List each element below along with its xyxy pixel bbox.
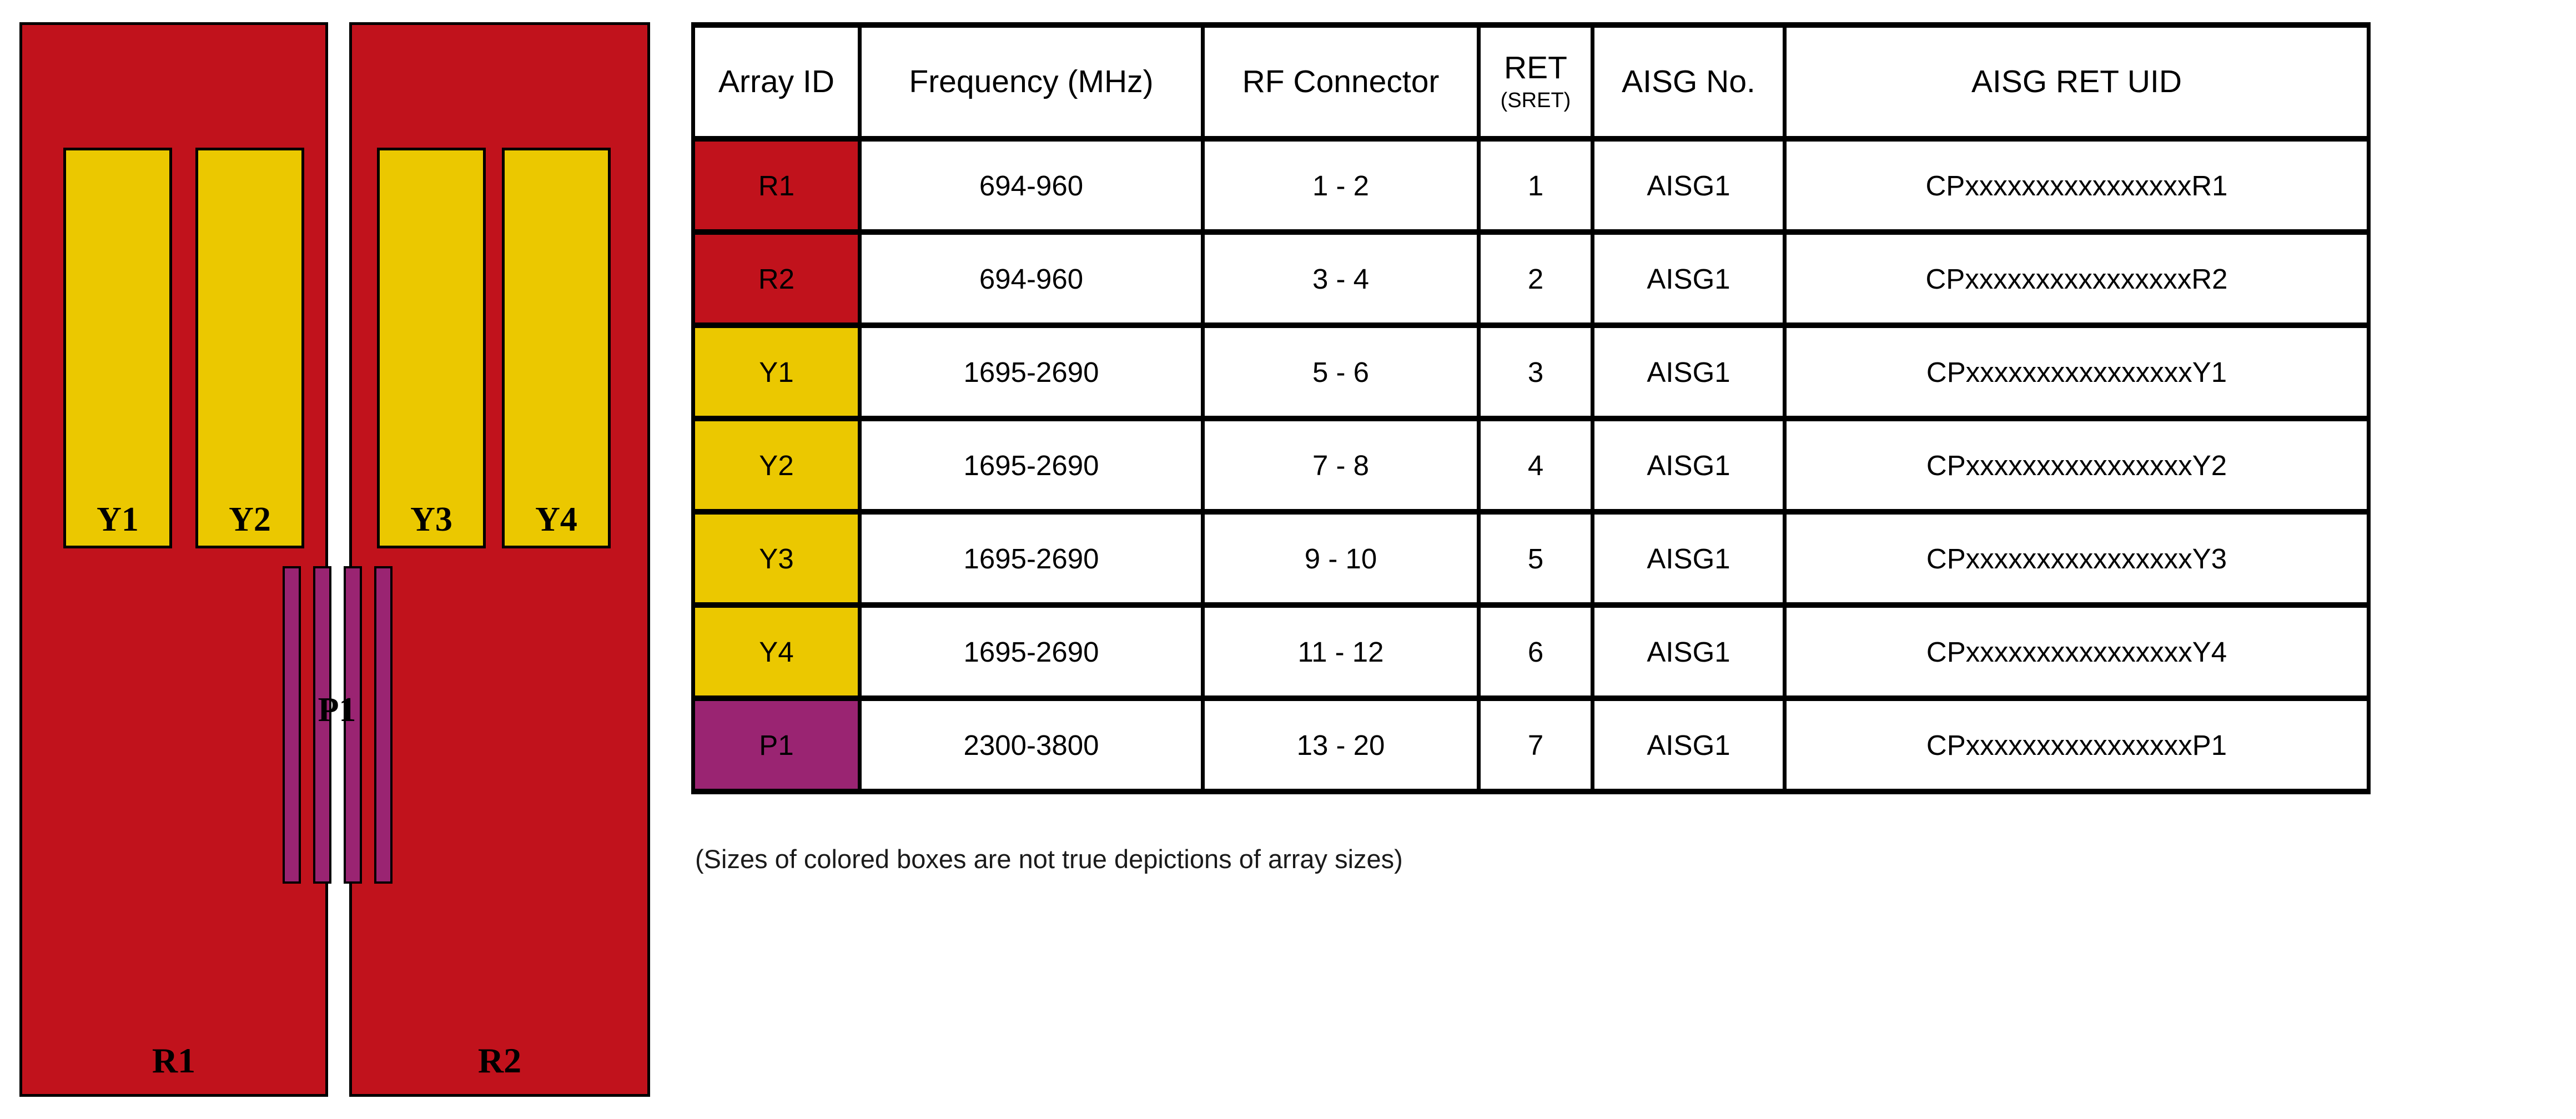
frequency-cell: 1695-2690 [858, 509, 1205, 608]
ret-cell: 1 [1477, 136, 1594, 235]
aisg-ret-uid-cell: CPxxxxxxxxxxxxxxxxY3 [1783, 509, 2371, 608]
p1-array-strip [344, 566, 362, 884]
col-header-aisg-no: AISG No. [1591, 22, 1787, 142]
array-box-y4: Y4 [502, 148, 611, 548]
aisg-no-cell: AISG1 [1591, 602, 1787, 701]
rf-connector-cell: 1 - 2 [1201, 136, 1481, 235]
frequency-cell: 1695-2690 [858, 602, 1205, 701]
aisg-ret-uid-cell: CPxxxxxxxxxxxxxxxxR1 [1783, 136, 2371, 235]
array-label-y4: Y4 [535, 501, 577, 538]
panel-label-r2: R2 [477, 1041, 522, 1080]
aisg-no-cell: AISG1 [1591, 695, 1787, 794]
array-box-y1: Y1 [63, 148, 172, 548]
rf-connector-cell: 3 - 4 [1201, 229, 1481, 328]
aisg-no-cell: AISG1 [1591, 322, 1787, 421]
ret-header-main: RET [1504, 49, 1567, 85]
ret-spec-table: Array ID Frequency (MHz) RF Connector RE… [691, 22, 2371, 794]
ret-cell: 6 [1477, 602, 1594, 701]
rf-connector-cell: 7 - 8 [1201, 416, 1481, 515]
array-id-cell: Y2 [691, 416, 862, 515]
col-header-ret: RET (SRET) [1477, 22, 1594, 142]
size-disclaimer-note: (Sizes of colored boxes are not true dep… [695, 844, 1403, 874]
col-header-rf-connector: RF Connector [1201, 22, 1481, 142]
frequency-cell: 2300-3800 [858, 695, 1205, 794]
frequency-cell: 694-960 [858, 136, 1205, 235]
table-row: Y4 1695-2690 11 - 12 6 AISG1 CPxxxxxxxxx… [691, 602, 2371, 701]
table-row: Y1 1695-2690 5 - 6 3 AISG1 CPxxxxxxxxxxx… [691, 322, 2371, 421]
aisg-no-cell: AISG1 [1591, 136, 1787, 235]
table-row: R2 694-960 3 - 4 2 AISG1 CPxxxxxxxxxxxxx… [691, 229, 2371, 328]
array-label-y2: Y2 [229, 501, 271, 538]
ret-cell: 3 [1477, 322, 1594, 421]
ret-cell: 5 [1477, 509, 1594, 608]
ret-cell: 7 [1477, 695, 1594, 794]
table-row: P1 2300-3800 13 - 20 7 AISG1 CPxxxxxxxxx… [691, 695, 2371, 794]
p1-array-strip [374, 566, 393, 884]
array-box-y3: Y3 [377, 148, 486, 548]
aisg-ret-uid-cell: CPxxxxxxxxxxxxxxxxY2 [1783, 416, 2371, 515]
ret-cell: 4 [1477, 416, 1594, 515]
array-id-cell: Y4 [691, 602, 862, 701]
header-row: Array ID Frequency (MHz) RF Connector RE… [691, 22, 2371, 142]
rf-connector-cell: 5 - 6 [1201, 322, 1481, 421]
aisg-ret-uid-cell: CPxxxxxxxxxxxxxxxxP1 [1783, 695, 2371, 794]
ret-cell: 2 [1477, 229, 1594, 328]
array-id-cell: P1 [691, 695, 862, 794]
table-row: Y3 1695-2690 9 - 10 5 AISG1 CPxxxxxxxxxx… [691, 509, 2371, 608]
array-id-cell: R2 [691, 229, 862, 328]
aisg-ret-uid-cell: CPxxxxxxxxxxxxxxxxY1 [1783, 322, 2371, 421]
aisg-no-cell: AISG1 [1591, 229, 1787, 328]
array-box-y2: Y2 [195, 148, 304, 548]
table-row: Y2 1695-2690 7 - 8 4 AISG1 CPxxxxxxxxxxx… [691, 416, 2371, 515]
aisg-ret-uid-cell: CPxxxxxxxxxxxxxxxxR2 [1783, 229, 2371, 328]
array-label-y3: Y3 [410, 501, 452, 538]
rf-connector-cell: 9 - 10 [1201, 509, 1481, 608]
frequency-cell: 1695-2690 [858, 416, 1205, 515]
rf-connector-cell: 11 - 12 [1201, 602, 1481, 701]
frequency-cell: 1695-2690 [858, 322, 1205, 421]
array-id-cell: R1 [691, 136, 862, 235]
aisg-ret-uid-cell: CPxxxxxxxxxxxxxxxxY4 [1783, 602, 2371, 701]
panel-label-r1: R1 [152, 1041, 196, 1080]
col-header-array-id: Array ID [691, 22, 862, 142]
frequency-cell: 694-960 [858, 229, 1205, 328]
col-header-aisg-ret-uid: AISG RET UID [1783, 22, 2371, 142]
array-label-p1: P1 [318, 691, 356, 729]
ret-header-sub: (SRET) [1500, 89, 1571, 113]
array-id-cell: Y1 [691, 322, 862, 421]
array-label-y1: Y1 [97, 501, 139, 538]
aisg-no-cell: AISG1 [1591, 416, 1787, 515]
aisg-no-cell: AISG1 [1591, 509, 1787, 608]
table-row: R1 694-960 1 - 2 1 AISG1 CPxxxxxxxxxxxxx… [691, 136, 2371, 235]
p1-array-strip [313, 566, 331, 884]
array-id-cell: Y3 [691, 509, 862, 608]
col-header-frequency: Frequency (MHz) [858, 22, 1205, 142]
p1-array-strip [283, 566, 301, 884]
rf-connector-cell: 13 - 20 [1201, 695, 1481, 794]
